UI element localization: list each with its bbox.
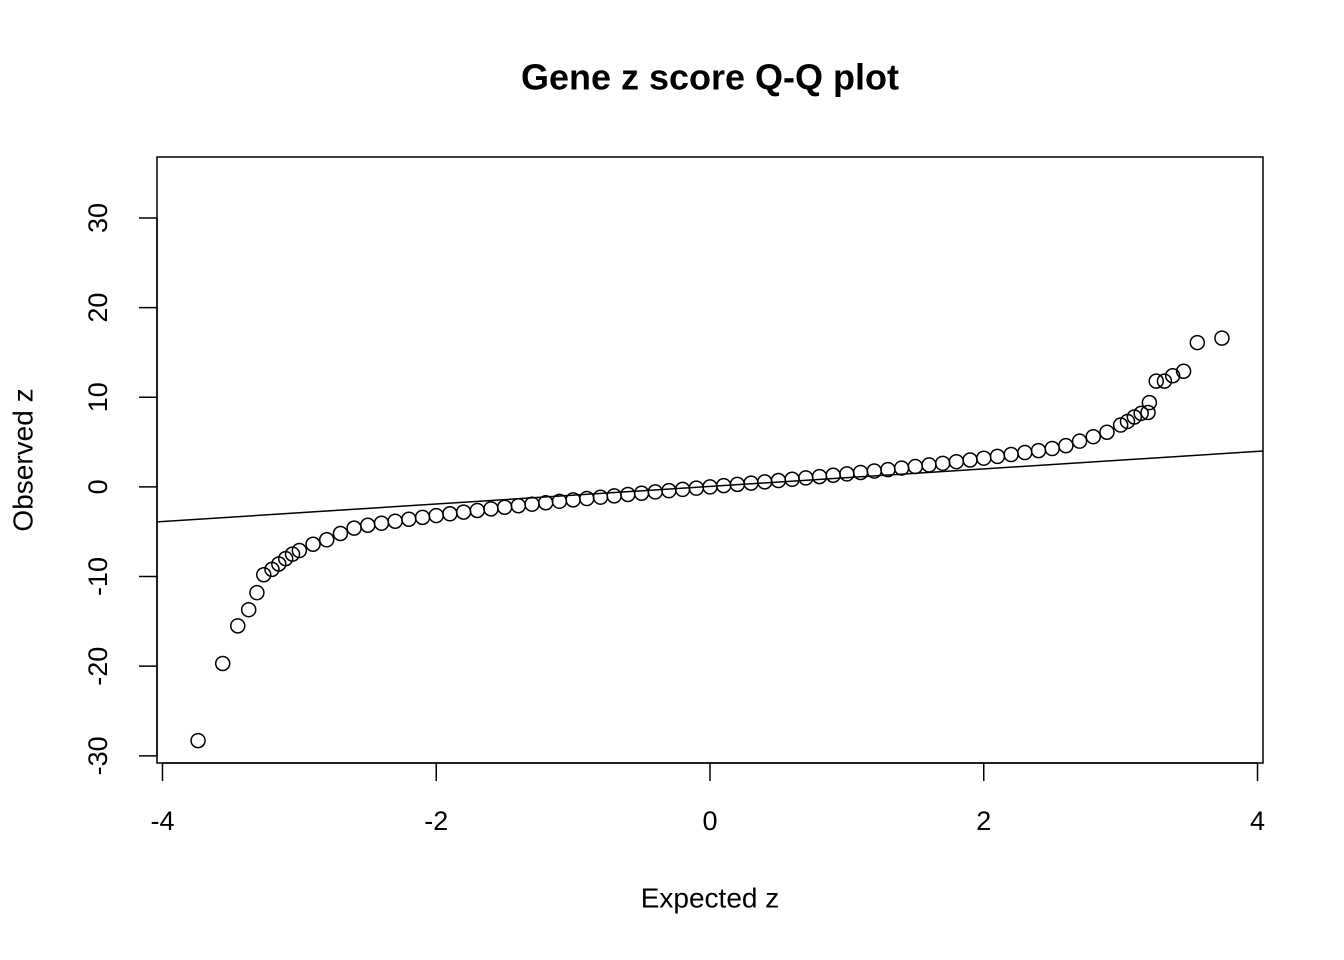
point — [291, 542, 308, 559]
point — [230, 618, 246, 634]
point — [1214, 330, 1230, 346]
point — [1133, 405, 1149, 422]
point — [249, 584, 265, 601]
point — [989, 448, 1006, 465]
point — [839, 466, 855, 482]
point — [537, 495, 554, 511]
point — [332, 525, 349, 542]
point — [346, 520, 362, 536]
point — [1030, 442, 1047, 459]
point — [962, 452, 978, 468]
x-tick-label: 4 — [1250, 806, 1265, 836]
y-tick-label: -10 — [83, 557, 113, 596]
point — [524, 496, 540, 512]
point — [757, 474, 773, 490]
point — [784, 471, 800, 488]
point — [1017, 444, 1033, 461]
point — [414, 509, 431, 526]
x-axis-label: Expected z — [641, 882, 780, 913]
point — [483, 501, 499, 517]
y-tick-label: -30 — [83, 736, 113, 775]
point — [1141, 394, 1158, 411]
point — [1140, 404, 1156, 421]
point — [1044, 440, 1060, 457]
y-axis-label: Observed z — [7, 388, 38, 531]
point — [934, 455, 951, 472]
chart-title: Gene z score Q-Q plot — [521, 57, 899, 98]
point — [948, 453, 965, 470]
point — [305, 536, 321, 553]
plot-box — [156, 156, 1264, 764]
x-tick-label: 2 — [976, 806, 991, 836]
x-tick-label: -2 — [424, 806, 448, 836]
point — [442, 506, 458, 522]
point — [606, 488, 622, 504]
point — [1058, 437, 1074, 454]
point — [592, 489, 609, 505]
y-tick-label: 0 — [83, 479, 113, 494]
point — [1156, 373, 1173, 389]
point — [1003, 446, 1019, 463]
point — [401, 511, 417, 528]
point — [976, 450, 992, 466]
point — [373, 515, 390, 531]
point — [825, 467, 841, 483]
x-tick-label: -4 — [150, 806, 174, 836]
point — [387, 513, 403, 529]
reference-line — [156, 450, 1264, 523]
point — [1071, 433, 1088, 449]
point — [1175, 363, 1192, 380]
point — [1189, 334, 1206, 351]
point — [633, 485, 650, 502]
point — [240, 601, 257, 618]
point — [661, 482, 677, 499]
point — [674, 481, 691, 498]
point — [428, 507, 444, 524]
point — [214, 655, 231, 672]
y-tick-label: 10 — [83, 382, 113, 412]
point — [1099, 424, 1115, 440]
point — [770, 472, 787, 489]
point — [1085, 428, 1102, 445]
point — [921, 457, 937, 473]
y-tick-label: -20 — [83, 647, 113, 686]
point — [1164, 367, 1181, 384]
point — [907, 458, 924, 475]
point — [811, 468, 828, 485]
point — [620, 486, 636, 503]
point — [256, 566, 272, 583]
point — [190, 732, 206, 749]
y-tick-label: 20 — [83, 293, 113, 323]
y-tick-label: 30 — [83, 203, 113, 233]
point — [360, 517, 376, 534]
x-tick-label: 0 — [702, 806, 717, 836]
point — [893, 460, 910, 476]
point — [798, 470, 814, 486]
point — [469, 502, 486, 519]
point — [1148, 373, 1164, 389]
point — [318, 532, 335, 548]
point — [455, 504, 472, 520]
point — [510, 497, 527, 514]
point — [647, 484, 663, 500]
point — [496, 499, 513, 515]
